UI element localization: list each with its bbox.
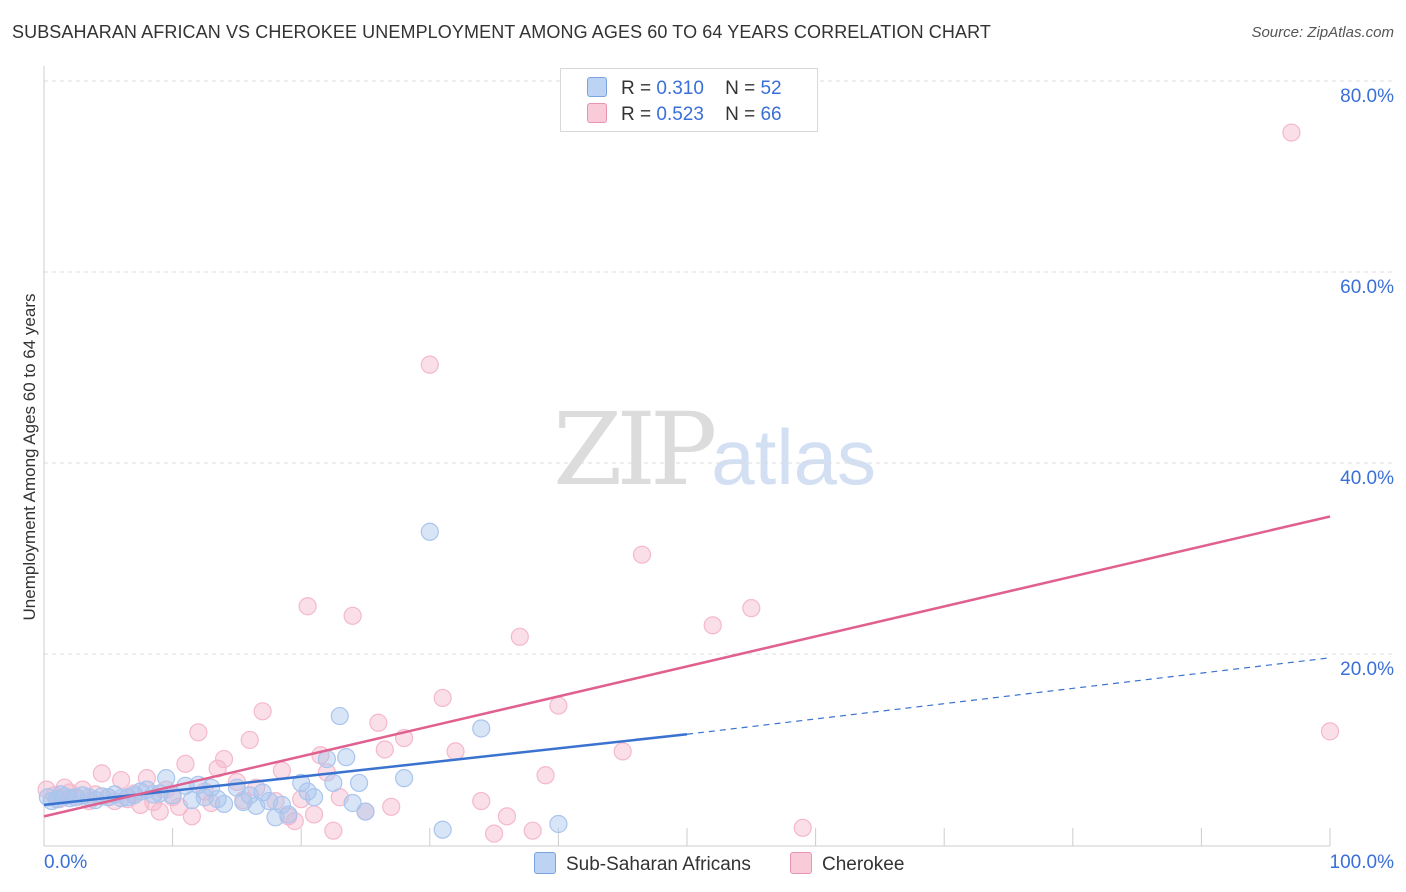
point-cherokee bbox=[150, 802, 169, 821]
watermark: ZIPatlas bbox=[553, 400, 876, 500]
watermark-atlas: atlas bbox=[711, 413, 877, 501]
legend-swatch-pink bbox=[587, 103, 607, 123]
point-subsaharan bbox=[330, 706, 349, 726]
point-cherokee bbox=[182, 807, 201, 826]
point-subsaharan bbox=[214, 794, 234, 814]
point-cherokee bbox=[324, 821, 343, 840]
trend-lines bbox=[43, 515, 1331, 818]
point-cherokee bbox=[240, 730, 259, 750]
point-cherokee bbox=[420, 355, 439, 374]
point-cherokee bbox=[485, 824, 504, 843]
point-cherokee bbox=[253, 702, 272, 721]
correlation-legend: R = 0.310 N = 52 R = 0.523 N = 66 bbox=[560, 68, 818, 132]
legend-n-label: N = bbox=[725, 104, 756, 125]
legend-r-value: 0.310 bbox=[656, 78, 704, 99]
legend-n-value: 66 bbox=[760, 104, 782, 125]
point-subsaharan bbox=[304, 788, 324, 807]
point-subsaharan bbox=[324, 773, 343, 793]
gridlines bbox=[44, 80, 1392, 655]
point-cherokee bbox=[613, 742, 632, 761]
trendline-subsaharan bbox=[43, 732, 688, 807]
legend-n-label: N = bbox=[725, 78, 756, 99]
point-cherokee bbox=[272, 761, 292, 780]
legend-swatch-blue bbox=[587, 77, 607, 97]
point-cherokee bbox=[793, 818, 812, 837]
series-legend-subsaharan: Sub-Saharan Africans bbox=[534, 852, 751, 876]
legend-r-label: R = bbox=[621, 104, 652, 125]
point-subsaharan bbox=[343, 793, 362, 813]
series-legend-cherokee: Cherokee bbox=[790, 852, 904, 876]
point-cherokee bbox=[742, 599, 761, 618]
point-cherokee bbox=[189, 723, 208, 742]
point-cherokee bbox=[369, 713, 388, 732]
y-tick-label-20: 20.0% bbox=[1340, 659, 1394, 680]
point-subsaharan bbox=[420, 522, 439, 541]
legend-row-cherokee: R = 0.523 N = 66 bbox=[587, 103, 782, 125]
point-subsaharan bbox=[272, 795, 292, 814]
y-tick-label-60: 60.0% bbox=[1340, 277, 1394, 298]
point-cherokee bbox=[446, 742, 465, 761]
legend-r-value: 0.523 bbox=[656, 104, 704, 125]
watermark-zip: ZIP bbox=[553, 391, 717, 508]
point-subsaharan bbox=[472, 719, 491, 738]
legend-r-label: R = bbox=[621, 78, 652, 99]
point-subsaharan bbox=[349, 773, 369, 793]
chart-source: Source: ZipAtlas.com bbox=[1251, 24, 1394, 41]
point-cherokee bbox=[92, 764, 111, 783]
point-cherokee bbox=[549, 696, 568, 715]
point-cherokee bbox=[382, 797, 401, 816]
point-cherokee bbox=[703, 616, 722, 635]
point-cherokee bbox=[510, 627, 529, 646]
point-subsaharan bbox=[337, 748, 356, 767]
point-cherokee bbox=[1320, 722, 1340, 741]
point-cherokee bbox=[375, 740, 394, 759]
x-tick-label-min: 0.0% bbox=[44, 852, 88, 873]
point-cherokee bbox=[632, 545, 652, 564]
legend-row-subsaharan: R = 0.310 N = 52 bbox=[587, 77, 782, 99]
point-cherokee bbox=[343, 606, 362, 625]
point-cherokee bbox=[176, 754, 195, 773]
point-subsaharan bbox=[279, 805, 298, 824]
y-tick-label-40: 40.0% bbox=[1340, 468, 1394, 489]
point-cherokee bbox=[497, 807, 517, 826]
point-cherokee bbox=[298, 597, 317, 616]
point-subsaharan bbox=[356, 802, 375, 821]
point-cherokee bbox=[536, 766, 555, 785]
point-cherokee bbox=[472, 791, 491, 811]
series-swatch-blue bbox=[534, 852, 556, 874]
point-subsaharan bbox=[549, 814, 568, 834]
y-tick-label-80: 80.0% bbox=[1340, 86, 1394, 107]
y-axis-label: Unemployment Among Ages 60 to 64 years bbox=[20, 293, 39, 621]
point-cherokee bbox=[285, 812, 304, 831]
data-points bbox=[37, 123, 1340, 843]
point-subsaharan bbox=[317, 749, 337, 769]
trendline-subsaharan-extension bbox=[686, 657, 1331, 735]
point-subsaharan bbox=[433, 820, 452, 839]
chart-title: SUBSAHARAN AFRICAN VS CHEROKEE UNEMPLOYM… bbox=[12, 22, 991, 42]
point-subsaharan bbox=[394, 769, 414, 788]
legend-n-value: 52 bbox=[760, 78, 782, 99]
point-cherokee bbox=[214, 749, 234, 769]
point-cherokee bbox=[1282, 123, 1301, 142]
series-name: Sub-Saharan Africans bbox=[566, 854, 751, 875]
x-tick-label-max: 100.0% bbox=[1329, 852, 1394, 873]
point-cherokee bbox=[433, 688, 452, 708]
point-cherokee bbox=[523, 821, 542, 840]
series-swatch-pink bbox=[790, 852, 812, 874]
point-cherokee bbox=[304, 805, 324, 824]
point-subsaharan bbox=[157, 769, 176, 788]
trendline-cherokee bbox=[43, 515, 1331, 818]
series-name: Cherokee bbox=[822, 854, 905, 875]
axes bbox=[43, 66, 1331, 847]
